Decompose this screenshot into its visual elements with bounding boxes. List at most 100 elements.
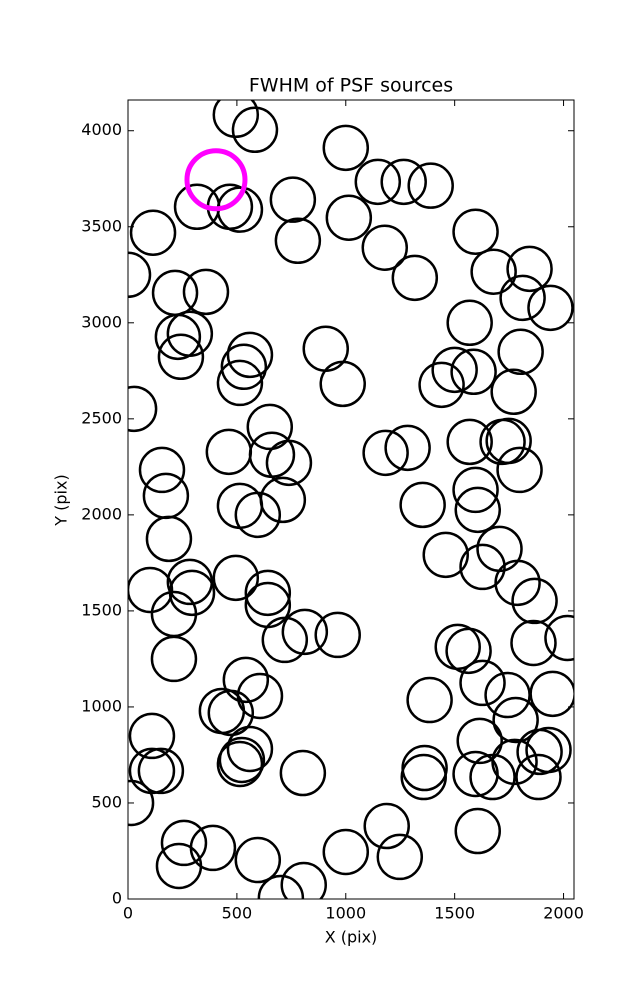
source-circle	[529, 670, 574, 718]
source-circle	[244, 569, 292, 617]
source-circle	[128, 251, 152, 299]
source-circle	[128, 747, 176, 795]
source-circle	[279, 749, 327, 797]
source-circle	[400, 753, 447, 801]
source-circle	[484, 671, 531, 719]
source-circle	[544, 614, 574, 662]
source-circle	[160, 819, 208, 867]
source-circle	[459, 659, 506, 707]
source-circle	[384, 424, 431, 472]
source-circle	[490, 368, 537, 416]
source-circle	[494, 559, 541, 607]
highlight-circle	[184, 148, 248, 212]
x-tick-label: 1500	[434, 904, 475, 923]
source-circle	[212, 554, 260, 602]
source-circle	[431, 346, 478, 394]
source-circle	[216, 359, 264, 407]
source-circle	[138, 446, 186, 494]
source-circle	[234, 836, 282, 884]
plot-area	[128, 100, 574, 899]
source-circle	[406, 676, 453, 724]
source-circle	[422, 531, 469, 579]
x-axis-label: X (pix)	[325, 928, 378, 947]
source-circle	[128, 779, 155, 827]
source-circle	[456, 717, 503, 765]
source-circle	[454, 486, 501, 534]
source-circle	[265, 439, 313, 487]
source-circle	[302, 325, 349, 372]
source-circle	[497, 328, 544, 376]
source-circle	[452, 466, 499, 514]
source-circle	[129, 209, 177, 256]
source-circle	[205, 428, 253, 476]
source-circle	[446, 418, 493, 466]
source-circle	[218, 736, 266, 784]
source-circle	[244, 581, 292, 629]
source-circle	[216, 740, 264, 788]
source-circle	[499, 274, 546, 322]
source-circle	[314, 611, 361, 659]
source-circle	[454, 807, 501, 855]
source-circle	[492, 696, 539, 744]
source-circle	[401, 744, 448, 792]
source-circle	[391, 254, 439, 302]
source-circle	[470, 248, 517, 295]
source-circle	[222, 656, 270, 704]
source-circle	[363, 802, 410, 850]
source-circle	[246, 403, 294, 451]
source-circle	[226, 725, 274, 773]
source-circle	[145, 515, 193, 563]
source-circle	[281, 608, 329, 656]
source-circle	[261, 616, 309, 664]
source-circle	[128, 712, 176, 760]
source-circle	[399, 481, 446, 529]
x-tick-label: 1000	[325, 904, 366, 923]
x-tick-label: 2000	[543, 904, 584, 923]
source-circle	[216, 482, 264, 530]
source-circle	[257, 874, 305, 899]
y-tick-label: 4000	[81, 120, 122, 139]
source-circle	[226, 331, 274, 379]
source-circle	[157, 333, 205, 381]
source-circle	[459, 543, 506, 591]
source-circle	[189, 824, 237, 872]
source-circle	[248, 431, 296, 478]
source-circle	[322, 124, 370, 172]
source-circle	[220, 343, 268, 391]
source-circle	[418, 361, 465, 409]
source-circle	[511, 577, 558, 625]
source-circle	[155, 842, 203, 890]
source-circle	[128, 566, 174, 614]
source-circle	[510, 619, 557, 667]
source-circle	[280, 861, 327, 899]
source-circle	[198, 687, 246, 735]
source-circle	[322, 828, 370, 876]
source-circle	[496, 446, 543, 494]
source-circle	[150, 635, 198, 683]
source-circle	[376, 833, 424, 881]
source-circle	[142, 472, 190, 520]
source-circle	[506, 245, 553, 293]
source-circle	[516, 728, 563, 776]
y-tick-label: 2500	[81, 408, 122, 427]
source-circle	[207, 689, 255, 737]
source-circle	[259, 476, 307, 524]
source-circle	[319, 360, 366, 408]
source-circle	[234, 491, 282, 539]
source-circle	[166, 310, 214, 357]
source-circle	[450, 348, 497, 396]
source-circle	[527, 284, 574, 332]
x-tick-label: 500	[222, 904, 253, 923]
source-circle	[137, 747, 185, 795]
source-circle	[128, 385, 158, 433]
source-circle	[361, 224, 409, 271]
source-circle	[452, 208, 499, 256]
x-tick-label: 0	[123, 904, 133, 923]
y-tick-label: 0	[112, 889, 122, 908]
y-tick-label: 3500	[81, 216, 122, 235]
y-axis-label: Y (pix)	[52, 474, 71, 526]
source-circle	[325, 194, 373, 241]
source-circle	[525, 726, 572, 774]
